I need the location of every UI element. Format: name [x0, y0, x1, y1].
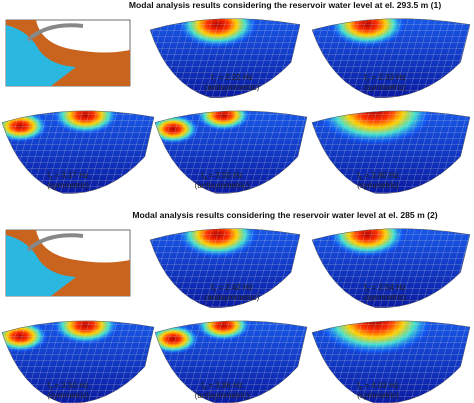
frequency: = 3.50 Hz [54, 381, 88, 390]
frequency: = 2.33 Hz [371, 73, 405, 82]
index: 5 [359, 176, 362, 182]
index: 3 [49, 176, 52, 182]
mode-shape [150, 228, 300, 308]
symbol: f [47, 381, 50, 390]
mode-shape [150, 18, 300, 98]
frequency-label: f5 = 4.03 Hz [357, 381, 399, 392]
frequency-label: f5 = 3.80 Hz [357, 171, 399, 182]
mode-type: (antisymmetric) [195, 181, 250, 190]
symbol: f [211, 73, 214, 82]
mode-shape [312, 18, 470, 98]
inset-dam [26, 233, 84, 252]
outline [154, 110, 308, 194]
frequency: = 3.50 Hz [208, 171, 242, 180]
mode-type: (symmetric) [47, 181, 89, 190]
frequency-label: f2 = 2.54 Hz [364, 283, 406, 294]
mode-shape [155, 110, 307, 194]
index: 2 [366, 78, 369, 84]
mode-type: (antisymmetric) [205, 293, 260, 302]
symbol: f [201, 381, 204, 390]
mode-shape [312, 228, 470, 308]
mode-type: (antisymmetric) [195, 391, 250, 400]
mesh [312, 110, 470, 194]
symbol: f [47, 171, 50, 180]
mesh [312, 320, 470, 403]
mesh [155, 110, 307, 194]
symbol: f [357, 171, 360, 180]
mode-shape [2, 320, 154, 403]
index: 3 [49, 386, 52, 392]
frequency: = 2.54 Hz [371, 283, 405, 292]
frequency-label: f3 = 3.50 Hz [47, 381, 89, 392]
outline [311, 228, 471, 308]
mode-type: (symmetric) [357, 181, 399, 190]
section-title: Modal analysis results considering the r… [132, 210, 437, 220]
index: 4 [203, 176, 206, 182]
frequency-label: f4 = 3.50 Hz [201, 171, 243, 182]
outline [311, 110, 471, 194]
mesh [2, 110, 154, 194]
mode-type: (symmetric) [364, 293, 406, 302]
mesh [312, 228, 470, 308]
frequency-label: f1 = 2.42 Hz [211, 283, 253, 294]
outline [311, 18, 471, 98]
outline [1, 320, 155, 403]
frequency: = 4.03 Hz [364, 381, 398, 390]
mode-shape [312, 110, 470, 194]
outline [1, 110, 155, 194]
symbol: f [364, 283, 367, 292]
outline [149, 228, 301, 308]
mode-type: (symmetric) [357, 391, 399, 400]
mode-type: (antisymmetric) [205, 83, 260, 92]
frequency: = 3.86 Hz [208, 381, 242, 390]
mode-type: (symmetric) [364, 83, 406, 92]
index: 1 [213, 78, 216, 84]
mode-type: (symmetric) [47, 391, 89, 400]
index: 2 [366, 288, 369, 294]
outline [154, 320, 308, 403]
mesh [312, 18, 470, 98]
frequency: = 2.42 Hz [218, 283, 252, 292]
mesh [150, 18, 300, 98]
symbol: f [357, 381, 360, 390]
outline [311, 320, 471, 403]
inset-water [6, 235, 76, 296]
frequency: = 3.17 Hz [54, 171, 88, 180]
frequency-label: f1 = 2.22 Hz [211, 73, 253, 84]
frequency-label: f4 = 3.86 Hz [201, 381, 243, 392]
frequency: = 2.22 Hz [218, 73, 252, 82]
outline [149, 18, 301, 98]
symbol: f [201, 171, 204, 180]
index: 4 [203, 386, 206, 392]
section-title: Modal analysis results considering the r… [129, 0, 442, 10]
frequency-label: f2 = 2.33 Hz [364, 73, 406, 84]
inset-dam [26, 23, 84, 42]
index: 5 [359, 386, 362, 392]
mesh [150, 228, 300, 308]
symbol: f [364, 73, 367, 82]
frequency-label: f3 = 3.17 Hz [47, 171, 89, 182]
mode-shape [312, 320, 470, 403]
mesh [2, 320, 154, 403]
inset-water [6, 25, 76, 86]
mesh [155, 320, 307, 403]
symbol: f [211, 283, 214, 292]
frequency: = 3.80 Hz [364, 171, 398, 180]
index: 1 [213, 288, 216, 294]
